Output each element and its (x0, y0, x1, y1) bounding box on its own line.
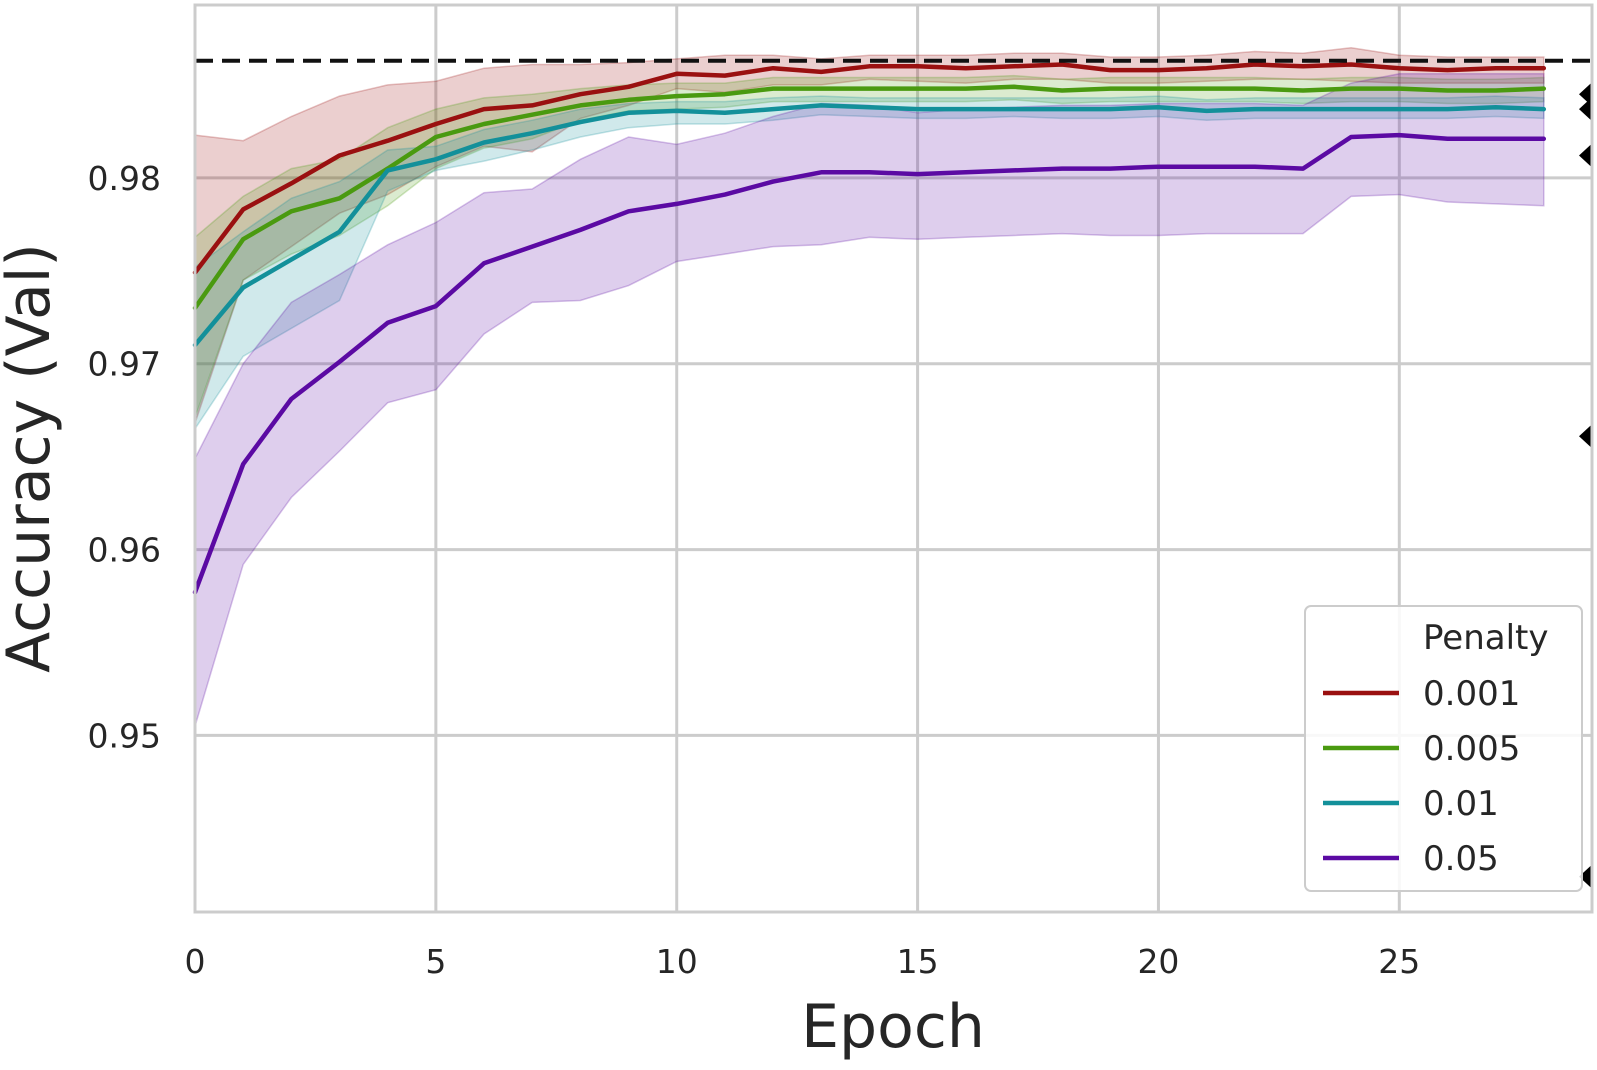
edge-marker-3 (1579, 424, 1592, 449)
series-line-0.05 (192, 132, 1547, 595)
plot-frame (193, 3, 1594, 914)
series-line-0.005 (192, 84, 1547, 311)
x-tick-label: 15 (897, 942, 939, 981)
legend: Penalty 0.001 0.005 0.01 0.05 (1304, 605, 1583, 892)
x-tick-labels: 0 5 10 15 20 25 (185, 942, 1421, 981)
legend-label-0.05: 0.05 (1423, 839, 1499, 879)
series-line-0.001 (192, 62, 1547, 275)
y-tick-labels: 0.95 0.96 0.97 0.98 (88, 159, 161, 756)
series-lines (192, 62, 1547, 595)
y-tick-label: 0.96 (88, 531, 161, 570)
legend-box (1304, 605, 1583, 892)
edge-markers (1579, 82, 1592, 889)
y-tick-label: 0.97 (88, 345, 161, 384)
x-axis-title: Epoch (801, 992, 985, 1062)
x-tick-label: 25 (1378, 942, 1420, 981)
x-tick-label: 0 (185, 942, 206, 981)
edge-marker-2 (1579, 143, 1592, 168)
y-axis-title: Accuracy (Val) (0, 243, 64, 673)
x-tick-label: 20 (1137, 942, 1179, 981)
band-0.05 (194, 73, 1545, 727)
edge-marker-1 (1579, 97, 1592, 122)
legend-label-0.005: 0.005 (1423, 729, 1520, 769)
legend-title: Penalty (1423, 618, 1549, 658)
y-tick-label: 0.98 (88, 159, 161, 198)
legend-label-0.001: 0.001 (1423, 674, 1520, 714)
x-tick-label: 5 (425, 942, 446, 981)
x-tick-label: 10 (656, 942, 698, 981)
legend-items: 0.001 0.005 0.01 0.05 (1323, 674, 1520, 879)
y-tick-label: 0.95 (88, 716, 161, 755)
band-0.01 (194, 95, 1545, 432)
series-line-0.01 (192, 103, 1547, 348)
edge-marker-4 (1579, 864, 1592, 889)
legend-label-0.01: 0.01 (1423, 784, 1499, 824)
